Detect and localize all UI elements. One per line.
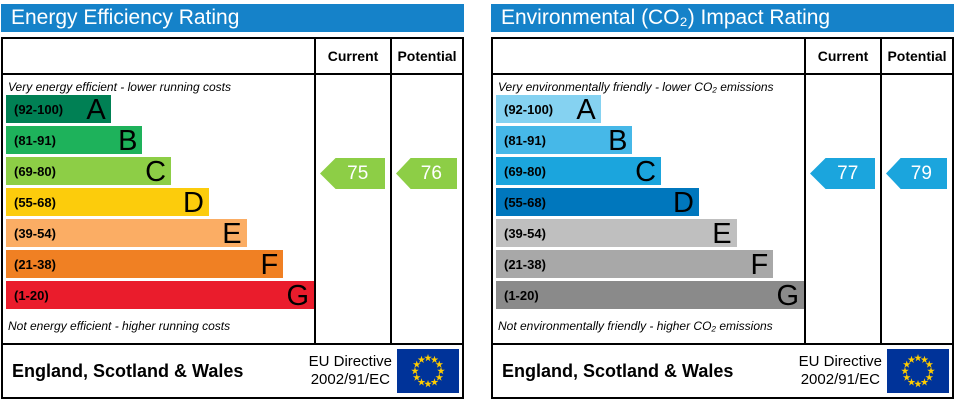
energy-potential-column: 76	[390, 75, 462, 343]
band-letter-label: D	[673, 187, 694, 219]
band-letter-label: F	[750, 249, 769, 281]
band-letter-label: C	[635, 156, 657, 188]
energy-table-footer: England, Scotland & Wales EU Directive 2…	[3, 343, 462, 397]
co2-current-column-header: Current	[804, 39, 880, 73]
energy-current-column: 75	[314, 75, 390, 343]
band-range-label: (92-100)	[14, 101, 64, 117]
co2-bottom-caption: Not environmentally friendly - higher CO…	[498, 319, 773, 333]
band-range-label: (1-20)	[504, 287, 539, 303]
co2-bands-column: Very environmentally friendly - lower CO…	[493, 75, 804, 343]
band-letter-label: G	[286, 280, 309, 312]
band-letter-label: G	[776, 280, 799, 312]
co2-rating-table: Current Potential Very environmentally f…	[491, 37, 954, 399]
co2-current-rating-arrow: 77	[810, 158, 875, 189]
eu-directive-line2: 2002/91/EC	[310, 371, 390, 388]
co2-bars-header-cell	[493, 39, 804, 73]
band-range-label: (1-20)	[14, 287, 49, 303]
energy-band-c: (69-80) C	[6, 156, 172, 188]
band-range-label: (69-80)	[504, 163, 546, 179]
energy-current-rating-arrow: 75	[320, 158, 385, 189]
co2-panel-title: Environmental (CO₂) Impact Rating	[501, 6, 831, 29]
energy-bars-header-cell	[3, 39, 314, 73]
co2-table-body: Very environmentally friendly - lower CO…	[493, 75, 952, 343]
energy-table-header-row: Current Potential	[3, 39, 462, 75]
band-range-label: (39-54)	[14, 225, 56, 241]
energy-band-a: (92-100) A	[6, 94, 111, 126]
co2-potential-rating-arrow: 79	[886, 158, 947, 189]
eu-flag-icon	[397, 349, 459, 393]
band-range-label: (81-91)	[14, 132, 56, 148]
co2-current-rating-value: 77	[837, 162, 859, 184]
band-range-label: (92-100)	[504, 101, 554, 117]
energy-band-d: (55-68) D	[6, 187, 209, 219]
co2-top-caption: Very environmentally friendly - lower CO…	[498, 80, 774, 94]
co2-band-e: (39-54) E	[496, 218, 737, 250]
band-letter-label: E	[222, 218, 242, 250]
eu-directive-line1: EU Directive	[798, 353, 882, 370]
co2-potential-column-header: Potential	[880, 39, 952, 73]
co2-current-column: 77	[804, 75, 880, 343]
energy-potential-column-header: Potential	[390, 39, 462, 73]
co2-impact-panel: Environmental (CO₂) Impact Rating Curren…	[491, 4, 954, 399]
energy-potential-rating-value: 76	[420, 162, 442, 184]
energy-efficiency-panel: Energy Efficiency Rating Current Potenti…	[1, 4, 464, 399]
eu-directive-label: EU Directive 2002/91/EC	[309, 353, 392, 389]
band-letter-label: B	[608, 125, 628, 157]
band-range-label: (81-91)	[504, 132, 546, 148]
region-label: England, Scotland & Wales	[502, 360, 734, 381]
band-letter-label: E	[712, 218, 732, 250]
band-letter-label: A	[86, 94, 106, 126]
co2-band-c: (69-80) C	[496, 156, 662, 188]
energy-top-caption: Very energy efficient - lower running co…	[8, 80, 231, 94]
co2-potential-rating-value: 79	[910, 162, 932, 184]
co2-potential-column: 79	[880, 75, 952, 343]
band-letter-label: F	[260, 249, 279, 281]
energy-band-b: (81-91) B	[6, 125, 143, 157]
co2-band-b: (81-91) B	[496, 125, 633, 157]
co2-band-d: (55-68) D	[496, 187, 699, 219]
energy-band-f: (21-38) F	[6, 249, 284, 281]
band-range-label: (55-68)	[504, 194, 546, 210]
co2-table-header-row: Current Potential	[493, 39, 952, 75]
band-letter-label: B	[118, 125, 138, 157]
energy-bands-column: Very energy efficient - lower running co…	[3, 75, 314, 343]
energy-current-rating-value: 75	[347, 162, 369, 184]
energy-rating-table: Current Potential Very energy efficient …	[1, 37, 464, 399]
eu-flag-icon	[887, 349, 949, 393]
co2-table-footer: England, Scotland & Wales EU Directive 2…	[493, 343, 952, 397]
co2-band-a: (92-100) A	[496, 94, 601, 126]
co2-band-g: (1-20) G	[496, 280, 804, 312]
co2-bands: (92-100) A (81-91) B (69-80) C (55-68) D	[493, 94, 804, 312]
eu-directive-label: EU Directive 2002/91/EC	[799, 353, 882, 389]
band-range-label: (21-38)	[14, 256, 56, 272]
energy-panel-title: Energy Efficiency Rating	[11, 6, 240, 29]
eu-directive-line2: 2002/91/EC	[800, 371, 880, 388]
energy-bottom-caption: Not energy efficient - higher running co…	[8, 319, 231, 333]
region-label: England, Scotland & Wales	[12, 360, 244, 381]
band-range-label: (69-80)	[14, 163, 56, 179]
energy-potential-rating-arrow: 76	[396, 158, 457, 189]
band-range-label: (39-54)	[504, 225, 546, 241]
eu-directive-line1: EU Directive	[308, 353, 392, 370]
energy-band-e: (39-54) E	[6, 218, 247, 250]
energy-bands: (92-100) A (81-91) B (69-80) C (55-68) D	[3, 94, 314, 312]
energy-table-body: Very energy efficient - lower running co…	[3, 75, 462, 343]
energy-panel-title-bar: Energy Efficiency Rating	[1, 4, 464, 32]
band-range-label: (55-68)	[14, 194, 56, 210]
co2-panel-title-bar: Environmental (CO₂) Impact Rating	[491, 4, 954, 32]
co2-band-f: (21-38) F	[496, 249, 774, 281]
band-letter-label: C	[145, 156, 167, 188]
energy-band-g: (1-20) G	[6, 280, 314, 312]
energy-current-column-header: Current	[314, 39, 390, 73]
band-letter-label: D	[183, 187, 204, 219]
band-range-label: (21-38)	[504, 256, 546, 272]
band-letter-label: A	[576, 94, 596, 126]
